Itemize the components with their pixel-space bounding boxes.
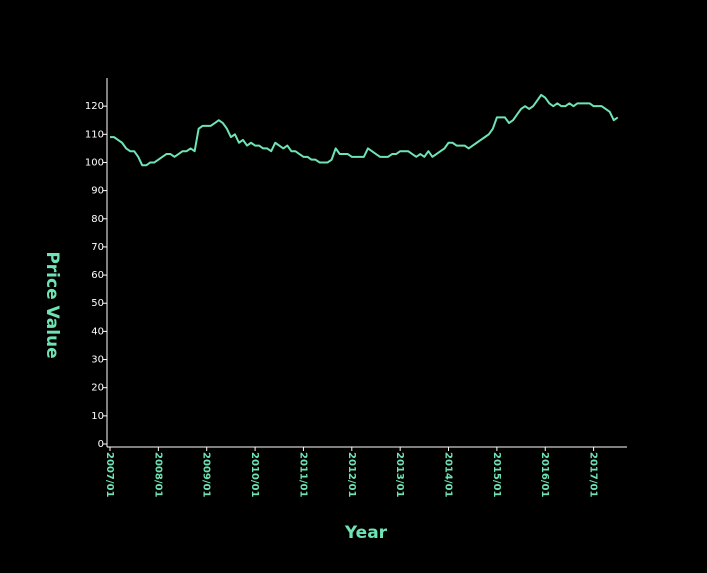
y-tick-label: 120 xyxy=(85,101,104,112)
y-tick-label: 80 xyxy=(91,214,104,225)
y-tick-label: 20 xyxy=(91,383,104,394)
y-tick-label: 70 xyxy=(91,242,104,253)
y-tick-label: 0 xyxy=(98,439,104,450)
y-tick-label: 10 xyxy=(91,411,104,422)
y-tick-label: 90 xyxy=(91,186,104,197)
x-tick-label: 2009/01 xyxy=(201,452,212,497)
x-tick-label: 2012/01 xyxy=(346,452,357,497)
x-tick-label: 2015/01 xyxy=(491,452,502,497)
y-axis-title: Price Value xyxy=(42,251,62,358)
price-line xyxy=(110,93,619,167)
x-tick-label: 2016/01 xyxy=(539,452,550,497)
y-tick-label: 40 xyxy=(91,326,104,337)
y-tick-label: 100 xyxy=(85,157,104,168)
x-tick-label: 2010/01 xyxy=(249,452,260,497)
x-tick-label: 2007/01 xyxy=(104,452,115,497)
x-tick-label: 2011/01 xyxy=(297,452,308,497)
x-axis-title: Year xyxy=(344,523,388,543)
y-tick-label: 50 xyxy=(91,298,104,309)
x-tick-label: 2017/01 xyxy=(588,452,599,497)
x-tick-label: 2008/01 xyxy=(152,452,163,497)
y-tick-label: 30 xyxy=(91,355,104,366)
x-tick-label: 2013/01 xyxy=(394,452,405,497)
y-tick-label: 60 xyxy=(91,270,104,281)
y-tick-label: 110 xyxy=(85,129,104,140)
x-tick-label: 2014/01 xyxy=(443,452,454,497)
